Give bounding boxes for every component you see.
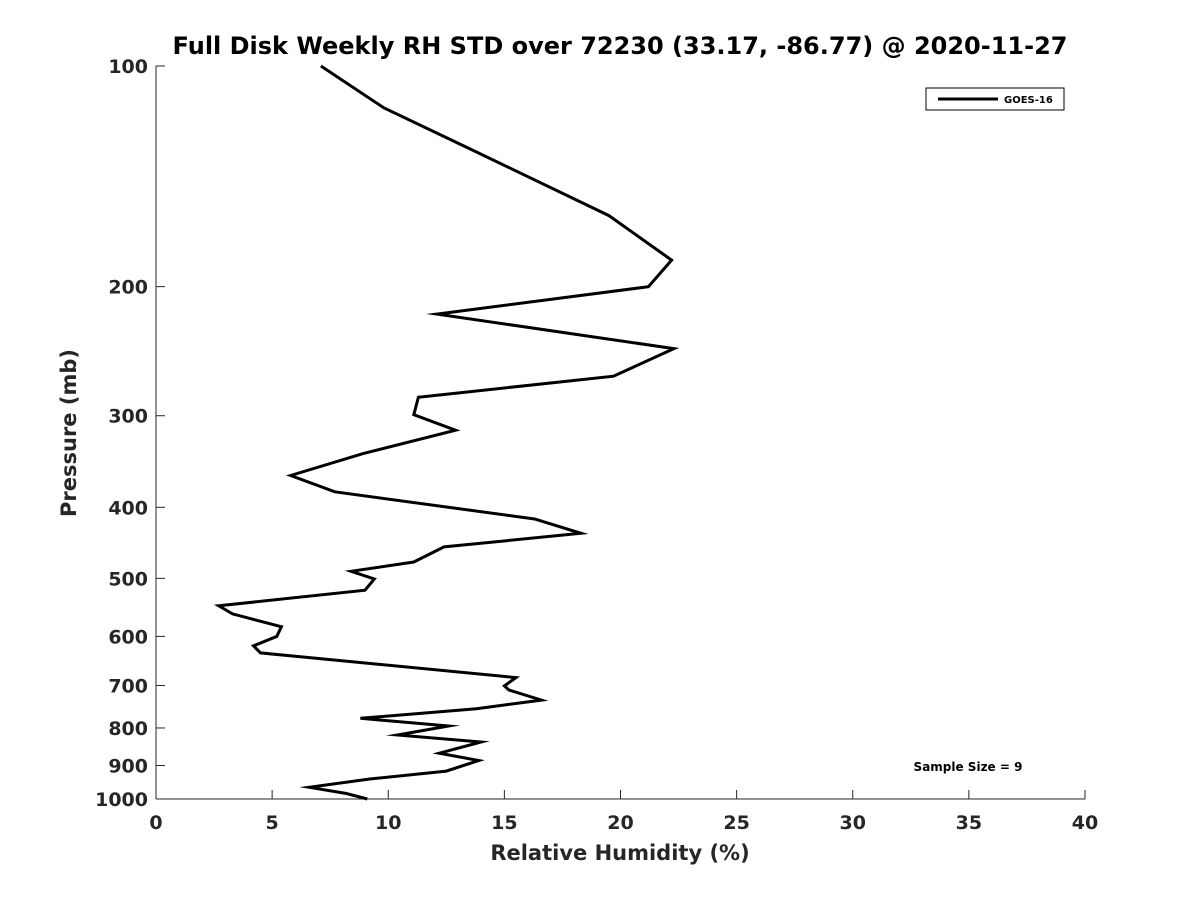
x-tick-label: 15: [491, 812, 517, 834]
y-axis-label: Pressure (mb): [57, 349, 81, 517]
x-tick-label: 30: [840, 812, 866, 834]
x-tick-label: 0: [149, 812, 162, 834]
y-tick-label: 400: [108, 497, 148, 519]
y-tick-label: 900: [108, 755, 148, 777]
y-tick-label: 100: [108, 56, 148, 78]
x-tick-label: 20: [607, 812, 633, 834]
series-line-goes-16: [213, 64, 680, 801]
chart-title: Full Disk Weekly RH STD over 72230 (33.1…: [173, 32, 1068, 60]
y-tick-label: 700: [108, 675, 148, 697]
x-tick-label: 40: [1072, 812, 1098, 834]
x-tick-label: 10: [375, 812, 401, 834]
y-tick-label: 600: [108, 626, 148, 648]
y-tick-label: 300: [108, 406, 148, 428]
x-axis-label: Relative Humidity (%): [490, 841, 749, 865]
y-tick-label: 200: [108, 277, 148, 299]
data-series: [213, 64, 680, 801]
x-tick-label: 25: [723, 812, 749, 834]
sample-size-annotation: Sample Size = 9: [914, 760, 1023, 774]
legend: GOES-16: [925, 87, 1065, 111]
x-tick-label: 5: [266, 812, 279, 834]
y-tick-label: 500: [108, 568, 148, 590]
y-tick-label: 800: [108, 718, 148, 740]
legend-label: GOES-16: [1004, 95, 1053, 106]
axes: 0 5 10 15 20 25 30 35 40 100 200 300 400 500 600 700 800…: [95, 56, 1098, 834]
x-tick-label: 35: [956, 812, 982, 834]
y-tick-label: 1000: [95, 789, 148, 811]
